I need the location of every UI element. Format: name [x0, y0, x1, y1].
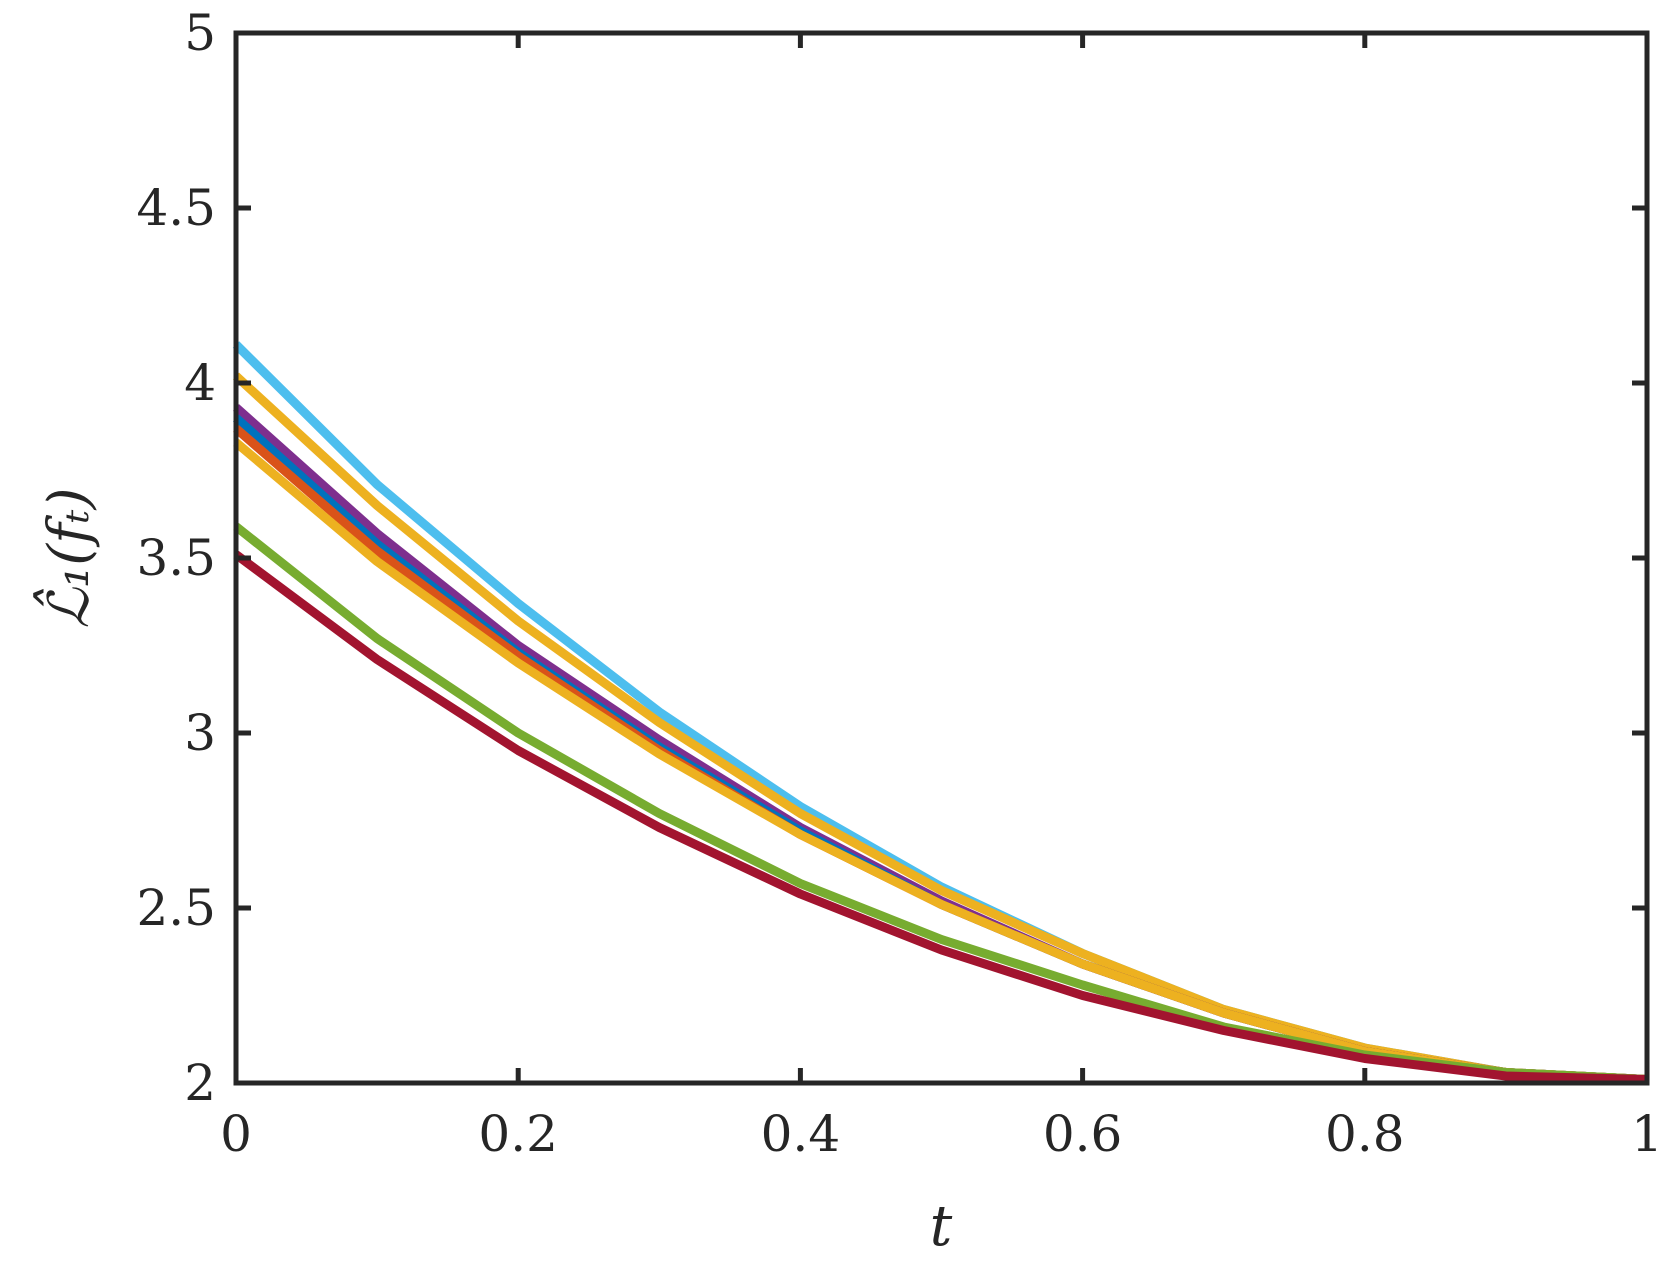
- y-tick-label: 3: [184, 704, 216, 762]
- series-line-5: [233, 425, 1648, 1084]
- x-tick-label: 0.4: [761, 1105, 841, 1163]
- series-line-3: [233, 404, 1648, 1084]
- ticks-layer: [233, 30, 1650, 1086]
- series-line-8: [233, 550, 1648, 1084]
- y-tick-label: 2: [184, 1054, 216, 1112]
- y-tick-label: 5: [184, 4, 216, 62]
- series-line-2: [232, 372, 1648, 1084]
- y-tick-label: 3.5: [136, 529, 216, 587]
- series-layer: [232, 341, 1648, 1084]
- x-tick-label: 0: [220, 1105, 252, 1163]
- x-axis-label: t: [930, 1194, 953, 1259]
- y-tick-label: 2.5: [136, 879, 216, 937]
- x-tick-label: 0.2: [478, 1105, 558, 1163]
- series-line-4: [233, 414, 1648, 1084]
- x-tick-labels: 0 0.2 0.4 0.6 0.8 1: [220, 1105, 1661, 1163]
- series-line-1: [232, 341, 1648, 1084]
- x-tick-label: 0.6: [1043, 1105, 1123, 1163]
- y-axis-label: ℒ̂₁(fₜ): [33, 487, 102, 628]
- y-tick-label: 4.5: [136, 179, 216, 237]
- y-tick-label: 4: [184, 354, 216, 412]
- x-tick-label: 0.8: [1325, 1105, 1405, 1163]
- series-line-6: [233, 439, 1648, 1084]
- y-tick-labels: 2 2.5 3 3.5 4 4.5 5: [136, 4, 216, 1112]
- x-tick-label: 1: [1631, 1105, 1661, 1163]
